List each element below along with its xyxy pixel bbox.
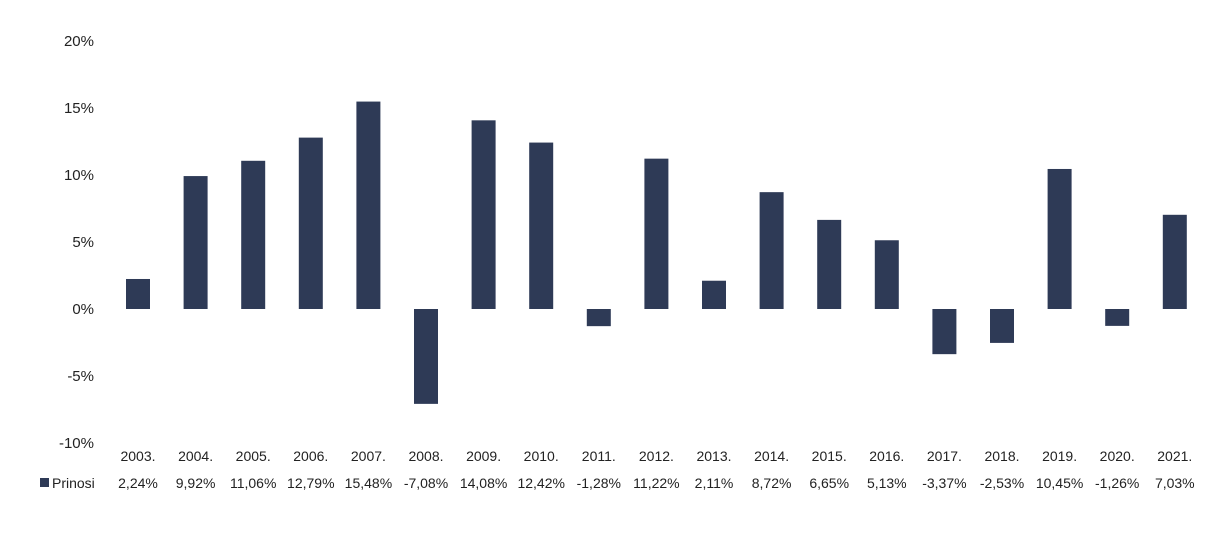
y-tick-label: 0% <box>72 301 94 318</box>
y-tick-label: 15% <box>64 100 94 117</box>
bar <box>356 101 381 310</box>
x-category-label: 2007. <box>351 448 386 464</box>
bar <box>414 309 438 404</box>
x-category-label: 2021. <box>1157 448 1192 464</box>
bars <box>126 101 1187 404</box>
x-category-label: 2008. <box>408 448 443 464</box>
value-label: 2,24% <box>118 475 158 491</box>
x-category-label: 2010. <box>524 448 559 464</box>
bar <box>702 280 726 309</box>
legend-label: Prinosi <box>52 475 95 491</box>
x-category-label: 2011. <box>582 448 616 464</box>
y-tick-label: -10% <box>59 435 94 452</box>
x-category-label: 2006. <box>293 448 328 464</box>
bar <box>932 309 957 355</box>
x-category-label: 2017. <box>927 448 962 464</box>
value-label: -7,08% <box>404 475 448 491</box>
bar <box>1105 309 1130 326</box>
value-label: -3,37% <box>922 475 966 491</box>
value-label: 10,45% <box>1036 475 1083 491</box>
bar <box>586 309 611 327</box>
value-label: -2,53% <box>980 475 1024 491</box>
value-label: 12,79% <box>287 475 334 491</box>
x-category-label: 2005. <box>236 448 271 464</box>
bar <box>529 142 554 309</box>
value-label: -1,26% <box>1095 475 1139 491</box>
bar <box>126 278 150 309</box>
x-category-label: 2014. <box>754 448 789 464</box>
y-tick-label: 5% <box>72 234 94 251</box>
x-category-label: 2009. <box>466 448 501 464</box>
y-axis: 20% 15% 10% 5% 0% -5% -10% <box>59 33 94 452</box>
y-tick-label: 10% <box>64 167 94 184</box>
x-category-label: 2004. <box>178 448 213 464</box>
value-label: 2,11% <box>695 475 734 491</box>
bar <box>874 240 899 309</box>
value-label: 11,06% <box>230 475 276 491</box>
value-label: 8,72% <box>752 475 792 491</box>
x-category-label: 2018. <box>984 448 1019 464</box>
legend-swatch <box>40 478 49 487</box>
bar <box>241 160 266 309</box>
x-axis-data-table: Prinosi 2003. 2,24% 2004. 9,92% 2005. 11,06% 2… <box>40 448 1195 491</box>
x-category-label: 2003. <box>120 448 155 464</box>
x-category-label: 2012. <box>639 448 674 464</box>
bar <box>759 192 784 309</box>
bar <box>1162 214 1187 309</box>
value-label: 6,65% <box>809 475 849 491</box>
value-label: 5,13% <box>867 475 907 491</box>
value-label: 15,48% <box>345 475 392 491</box>
bar <box>183 176 208 309</box>
bar <box>298 137 323 309</box>
bar <box>1047 168 1072 309</box>
x-category-label: 2019. <box>1042 448 1077 464</box>
value-label: 7,03% <box>1155 475 1195 491</box>
y-tick-label: 20% <box>64 33 94 50</box>
value-label: -1,28% <box>577 475 621 491</box>
bar <box>817 219 842 309</box>
bar <box>990 309 1014 343</box>
bar <box>471 120 496 309</box>
x-category-label: 2016. <box>869 448 904 464</box>
x-category-label: 2013. <box>696 448 731 464</box>
value-label: 14,08% <box>460 475 507 491</box>
x-category-label: 2015. <box>812 448 847 464</box>
value-label: 12,42% <box>517 475 564 491</box>
y-tick-label: -5% <box>67 368 94 385</box>
bar <box>644 158 669 309</box>
value-label: 9,92% <box>176 475 216 491</box>
value-label: 11,22% <box>633 475 679 491</box>
x-category-label: 2020. <box>1100 448 1135 464</box>
